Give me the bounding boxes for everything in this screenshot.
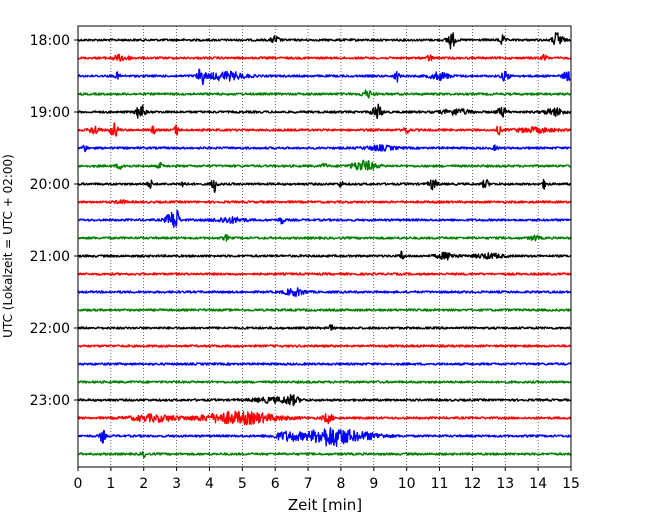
trace-2030 — [77, 209, 572, 228]
x-tick-label-2: 2 — [139, 476, 148, 492]
y-tick-label: 20:00 — [30, 177, 70, 193]
x-tick-label-7: 7 — [304, 476, 313, 492]
trace-2300 — [77, 393, 572, 407]
trace-1915 — [77, 122, 572, 137]
x-tick-label-0: 0 — [74, 476, 83, 492]
y-axis-label: UTC (Lokalzeit = UTC + 02:00) — [1, 154, 15, 338]
x-axis-ticks: 0 1 2 3 4 5 6 7 8 9 10 11 12 13 14 15 — [74, 467, 580, 492]
x-tick-label-11: 11 — [431, 476, 449, 492]
trace-2045 — [77, 233, 572, 242]
x-tick-label-10: 10 — [398, 476, 416, 492]
trace-2200 — [77, 324, 572, 331]
trace-2345 — [77, 450, 572, 459]
x-tick-label-4: 4 — [205, 476, 214, 492]
x-tick-label-14: 14 — [529, 476, 547, 492]
trace-1830 — [77, 68, 572, 86]
x-tick-label-15: 15 — [562, 476, 580, 492]
trace-1900 — [77, 103, 572, 120]
y-tick-label: 18:00 — [30, 33, 70, 49]
x-tick-label-5: 5 — [238, 476, 247, 492]
trace-2145 — [77, 308, 572, 312]
trace-2230 — [77, 362, 572, 366]
x-tick-label-9: 9 — [369, 476, 378, 492]
trace-1845 — [77, 89, 572, 99]
trace-2115 — [77, 272, 572, 276]
y-tick-label: 22:00 — [30, 321, 70, 337]
x-tick-label-8: 8 — [336, 476, 345, 492]
x-tick-label-13: 13 — [496, 476, 514, 492]
trace-2315 — [77, 410, 572, 426]
y-axis-ticks: 18:00 19:00 20:00 21:00 22:00 23:00 — [30, 33, 78, 409]
trace-2100 — [77, 250, 572, 261]
x-tick-label-12: 12 — [463, 476, 481, 492]
trace-2330 — [77, 427, 572, 448]
x-axis-label: Zeit [min] — [288, 496, 362, 514]
trace-2215 — [77, 344, 572, 348]
trace-1800 — [77, 32, 572, 50]
trace-2000 — [77, 178, 572, 193]
trace-1815 — [77, 53, 572, 62]
y-tick-label: 23:00 — [30, 393, 70, 409]
trace-2015 — [77, 199, 572, 205]
x-tick-label-6: 6 — [271, 476, 280, 492]
x-tick-label-3: 3 — [172, 476, 181, 492]
y-tick-label: 19:00 — [30, 105, 70, 121]
trace-2245 — [77, 380, 572, 384]
trace-1930 — [77, 144, 572, 153]
trace-1945 — [77, 159, 572, 171]
y-tick-label: 21:00 — [30, 249, 70, 265]
plot-frame — [77, 25, 572, 468]
trace-2130 — [77, 287, 572, 298]
trace-lines — [77, 32, 572, 459]
x-tick-label-1: 1 — [106, 476, 115, 492]
